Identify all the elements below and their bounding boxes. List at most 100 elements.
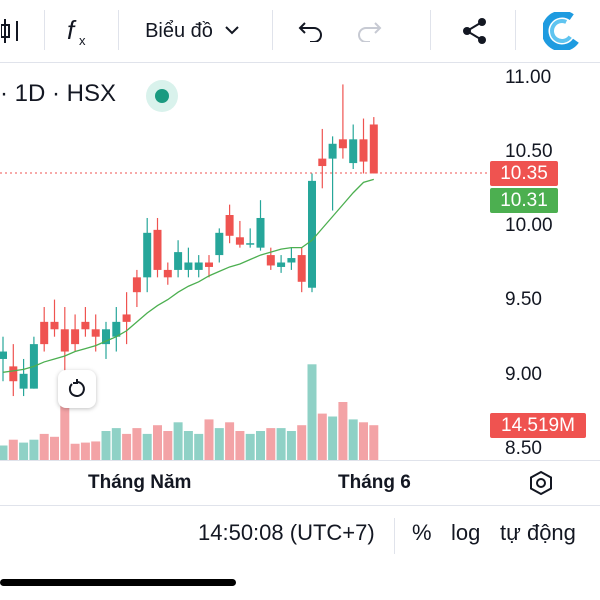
home-indicator (0, 579, 236, 586)
volume-bar (359, 422, 368, 460)
function-icon[interactable]: f x (60, 0, 100, 62)
volume-bar (173, 422, 183, 460)
svg-text:x: x (79, 33, 86, 47)
volume-bar (225, 422, 235, 460)
volume-bar (163, 431, 173, 460)
volume-bar (0, 445, 8, 460)
candle-body (184, 262, 193, 270)
ma-value-label: 10.31 (490, 188, 558, 213)
volume-bar (369, 425, 379, 460)
candle-body (359, 139, 368, 162)
volume-bar (80, 442, 90, 460)
volume-bar (142, 433, 152, 460)
volume-bar (153, 425, 162, 460)
candle-body (266, 255, 275, 266)
chart-type-label: Biểu đồ (145, 19, 213, 42)
candle-body (122, 314, 131, 322)
volume-bar (50, 436, 59, 460)
settings-icon[interactable] (528, 470, 554, 501)
candle-body (235, 237, 244, 245)
share-icon[interactable] (455, 0, 495, 62)
volume-bar (194, 433, 204, 460)
moving-average-line (2, 178, 374, 373)
volume-bar (60, 373, 70, 460)
log-scale-button[interactable]: log (451, 520, 481, 545)
candle-body (143, 232, 152, 278)
x-label: Tháng 6 (338, 472, 411, 493)
candle-body (174, 252, 183, 270)
y-tick: 10.50 (505, 141, 553, 162)
candle-body (328, 143, 337, 159)
candle-body (163, 269, 172, 278)
volume-bar (328, 416, 338, 460)
volume-bar (286, 431, 296, 460)
market-status-indicator[interactable] (146, 80, 178, 112)
volume-bar (338, 402, 348, 460)
redo-icon[interactable] (350, 0, 390, 62)
candle-body (81, 321, 90, 330)
volume-bar (276, 428, 286, 460)
last-price-label: 10.35 (490, 161, 558, 186)
clock-timezone[interactable]: 14:50:08 (UTC+7) (198, 520, 375, 545)
percent-scale-button[interactable]: % (412, 520, 432, 545)
y-tick: 8.50 (505, 438, 542, 459)
volume-bar (91, 441, 101, 460)
volume-bar (132, 428, 142, 460)
volume-bar (235, 431, 245, 460)
volume-bar (317, 413, 327, 460)
candle-body (0, 351, 7, 359)
price-axis[interactable] (490, 62, 600, 460)
top-toolbar: f x Biểu đồ (0, 0, 600, 63)
app-logo-icon[interactable] (540, 0, 584, 62)
chart-type-dropdown[interactable]: Biểu đồ (132, 0, 252, 62)
candle-body (132, 277, 141, 293)
volume-bar (122, 433, 132, 460)
refresh-icon (68, 379, 85, 397)
candle-body (60, 329, 69, 352)
volume-bar (70, 443, 80, 460)
candle-body (91, 329, 100, 337)
volume-bar (183, 431, 193, 460)
volume-bar (266, 428, 276, 460)
candle-body (256, 217, 265, 248)
candle-body (102, 329, 110, 345)
volume-bar (39, 433, 49, 460)
candle-body (225, 215, 234, 236)
candle-body (369, 124, 378, 174)
x-label: Tháng Năm (88, 472, 192, 493)
volume-bar (204, 419, 214, 460)
candle-body (194, 262, 203, 270)
volume-bar (297, 425, 307, 460)
candle-body (349, 139, 358, 164)
status-dot-icon (155, 89, 169, 103)
candle-body (9, 366, 18, 382)
price-chart[interactable] (0, 62, 490, 460)
candle-body (71, 329, 80, 345)
candle-body (19, 373, 28, 389)
volume-bar (111, 428, 121, 460)
volume-bar (348, 419, 358, 460)
reset-chart-button[interactable] (58, 370, 96, 408)
chart-title: · 1D · HSX (0, 80, 117, 107)
candle-body (205, 262, 213, 267)
candle-body (215, 232, 224, 256)
volume-bar (19, 442, 29, 460)
candle-body (287, 258, 296, 263)
y-tick: 9.50 (505, 289, 542, 310)
chevron-down-icon (225, 22, 239, 40)
candle-body (338, 139, 347, 149)
candle-body (40, 321, 49, 345)
candle-body (308, 180, 316, 288)
volume-bar (8, 439, 18, 460)
candle-body (277, 262, 286, 267)
candle-body (246, 243, 255, 245)
volume-bar (29, 439, 39, 460)
volume-bar (256, 431, 265, 460)
auto-scale-button[interactable]: tự động (500, 520, 576, 545)
candle-body (50, 321, 59, 330)
undo-icon[interactable] (290, 0, 330, 62)
candles-icon[interactable] (0, 0, 22, 62)
volume-bar (214, 428, 224, 460)
candle-body (153, 229, 162, 270)
time-axis[interactable] (0, 460, 600, 506)
